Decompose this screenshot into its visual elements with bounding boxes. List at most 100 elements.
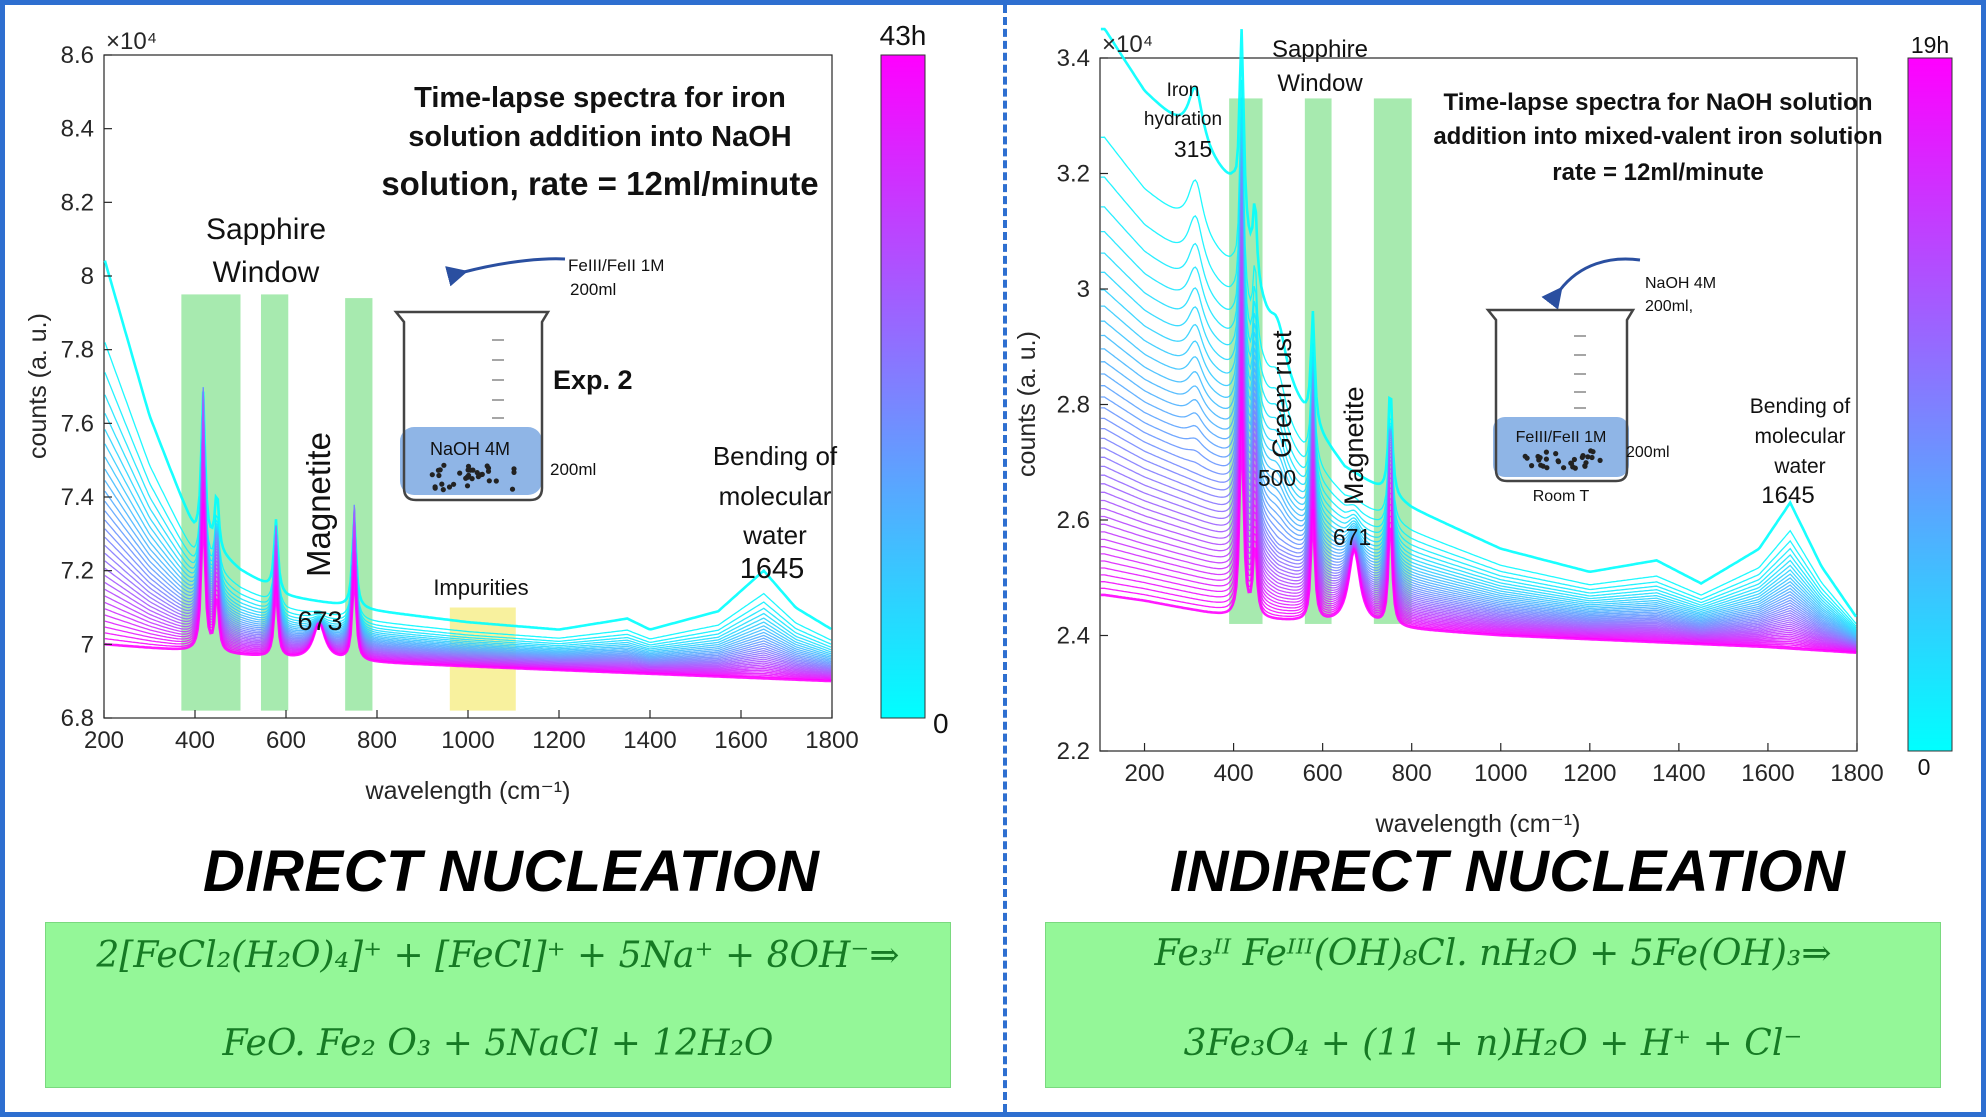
left-spectrum-curve: [104, 387, 832, 664]
left-spectrum-curve: [103, 260, 832, 631]
right-arrow-label-2: 200ml,: [1645, 298, 1693, 315]
right-magnetite-label: Magnetite: [1339, 386, 1369, 505]
particle-dot: [1543, 456, 1549, 462]
left-spectrum-curve: [104, 403, 832, 672]
particle-dot: [493, 478, 499, 484]
right-y-axis-label: counts (a. u.): [1013, 331, 1041, 477]
left-beaker-glass: [393, 310, 551, 502]
right-particles: [1522, 448, 1603, 471]
particle-dot: [441, 462, 447, 468]
right-x-tick-label: 1400: [1652, 760, 1705, 787]
left-equation-box: 2[FeCl₂(H₂O)₄]⁺ + [FeCl]⁺ + 5Na⁺ + 8OH⁻⇒…: [45, 922, 951, 1088]
left-spectrum-curve: [104, 398, 832, 653]
right-spectrum-curve: [1100, 177, 1857, 643]
right-spectrum-curve: [1100, 157, 1857, 640]
left-arrow-label-2: 200ml: [570, 280, 616, 299]
right-pour-arrow: [1541, 257, 1641, 310]
right-y-tick-label: 2.6: [1057, 507, 1090, 534]
particle-dot: [439, 481, 445, 487]
left-spectrum-curve: [104, 408, 832, 673]
right-title-line-3: rate = 12ml/minute: [1552, 159, 1763, 186]
left-beaker-illustration: FeIII/FeII 1M 200ml NaOH 4M 200ml Exp. 2: [393, 256, 664, 502]
right-x-tick-label: 1600: [1741, 760, 1794, 787]
right-spectrum-curve: [1100, 326, 1857, 651]
right-title-line-2: addition into mixed-valent iron solution: [1433, 123, 1882, 150]
right-peak-1645-label: 1645: [1761, 482, 1814, 509]
particle-dot: [469, 476, 475, 482]
left-spectrum-curve: [104, 435, 832, 677]
right-y-tick-label: 3.4: [1057, 45, 1090, 72]
particle-dot: [1590, 449, 1596, 455]
left-spectrum-curve: [104, 452, 832, 678]
left-spectrum-curve: [104, 392, 832, 669]
right-spectrum-curve: [1100, 353, 1857, 652]
left-title-line-1: Time-lapse spectra for iron: [414, 82, 786, 114]
left-x-tick-label: 800: [357, 727, 397, 754]
right-x-tick-label: 1000: [1474, 760, 1527, 787]
particle-dot: [451, 481, 457, 487]
right-peak-315-label: 315: [1174, 136, 1212, 162]
left-spectrum-curve: [104, 414, 832, 674]
right-bending-label-3: water: [1773, 455, 1825, 478]
left-arrow-label-1: FeIII/FeII 1M: [568, 256, 664, 275]
right-colorbar-bottom-label: 0: [1918, 754, 1931, 780]
right-spectrum-curve: [1100, 218, 1857, 646]
particle-dot: [1585, 454, 1591, 460]
left-spectrum-curve: [104, 389, 832, 660]
particle-dot: [485, 468, 492, 474]
right-spectrum-curve: [1100, 367, 1857, 653]
left-equation-line-2: FeO. Fe₂ O₃ + 5NaCl + 12H₂O: [222, 1023, 774, 1064]
left-y-tick-label: 8: [81, 263, 94, 290]
left-y-tick-label: 7.6: [61, 410, 94, 437]
right-beaker-glass: [1485, 308, 1636, 483]
left-colorbar: [880, 54, 926, 719]
right-spectrum-curve: [1100, 79, 1857, 625]
left-magnetite-label: Magnetite: [300, 432, 337, 577]
left-title-line-3: solution, rate = 12ml/minute: [381, 165, 818, 202]
left-x-axis-label: wavelength (cm⁻¹): [365, 777, 571, 805]
left-spectrum-curve: [104, 393, 832, 657]
particle-dot: [474, 470, 480, 476]
right-spectrum-curve: [1100, 123, 1857, 632]
left-spectrum-curve: [104, 390, 832, 668]
left-spectrum-curve: [104, 443, 832, 677]
particle-dot: [486, 478, 492, 484]
right-spectrum-curve: [1100, 301, 1857, 650]
right-spectrum-curve: [1100, 381, 1857, 653]
left-experiment-label: Exp. 2: [553, 365, 633, 395]
right-sapphire-label-1: Sapphire: [1272, 36, 1368, 63]
left-peak-1645-label: 1645: [740, 553, 805, 585]
particle-dot: [1571, 456, 1577, 463]
left-x-tick-label: 1400: [623, 727, 676, 754]
right-heading: INDIRECT NUCLEATION: [1170, 839, 1846, 904]
particle-dot: [1524, 455, 1530, 461]
right-spectrum-curve: [1100, 141, 1857, 636]
right-spectrum-curve: [1100, 137, 1857, 635]
particle-dot: [1568, 460, 1575, 466]
left-beaker-volume-label: 200ml: [550, 460, 596, 479]
left-sapphire-label-2: Window: [213, 256, 320, 289]
right-spectrum-curve: [1100, 289, 1857, 650]
right-y-tick-label: 3: [1077, 276, 1090, 303]
right-arrow-label-1: NaOH 4M: [1645, 275, 1716, 292]
right-equation-line-2: 3Fe₃O₄ + (11 + n)H₂O + H⁺ + Cl⁻: [1183, 1023, 1803, 1064]
left-spectrum-curve: [104, 391, 832, 658]
left-y-tick-label: 7.4: [61, 484, 94, 511]
right-y-multiplier: ×10⁴: [1102, 31, 1153, 58]
right-bending-label-2: molecular: [1754, 425, 1845, 448]
left-spectrum-curve: [104, 387, 832, 663]
right-green-rust-label: Green rust: [1267, 330, 1297, 458]
left-x-tick-label: 400: [175, 727, 215, 754]
left-bending-label-1: Bending of: [713, 441, 838, 471]
right-spectrum-curve: [1100, 117, 1857, 631]
particle-dot: [1597, 457, 1603, 463]
right-y-tick-label: 3.2: [1057, 161, 1090, 188]
left-colorbar-top-label: 43h: [880, 20, 927, 51]
left-y-tick-label: 8.2: [61, 189, 94, 216]
right-x-tick-label: 600: [1303, 760, 1343, 787]
right-spectrum-curve: [1100, 133, 1857, 634]
right-y-tick-label: 2.8: [1057, 392, 1090, 419]
right-spectrum-curve: [1100, 182, 1857, 643]
right-spectrum-curve: [1100, 266, 1857, 649]
left-beaker-liquid: [400, 427, 542, 495]
